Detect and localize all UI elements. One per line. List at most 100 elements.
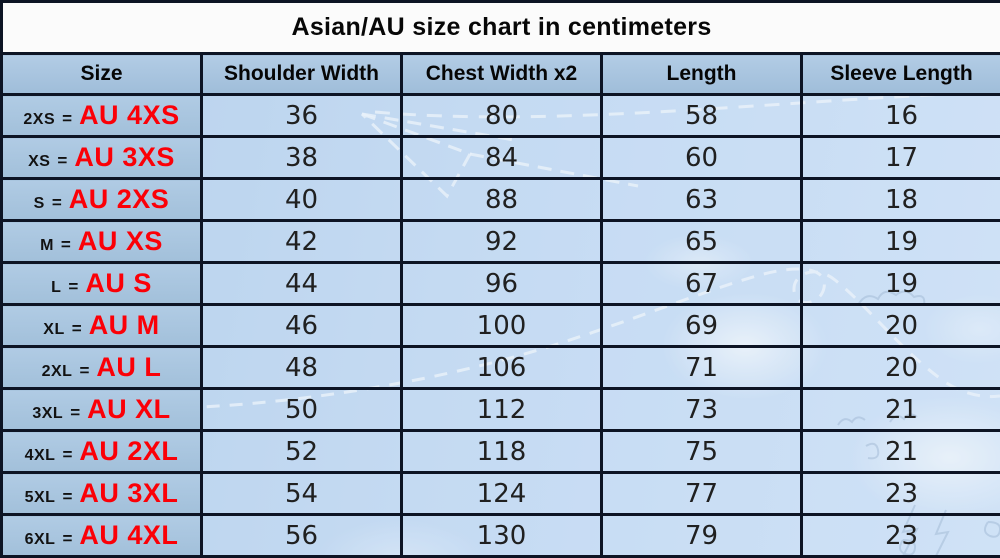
sleeve-length-value: 21: [799, 387, 1000, 432]
table-row: M = AU XS 42 92 65 19: [0, 219, 1000, 264]
equals-sign: =: [79, 361, 90, 380]
length-value: 63: [600, 177, 803, 222]
asian-size-label: L: [51, 279, 62, 296]
size-cell: 2XL = AU L: [0, 345, 203, 390]
sleeve-length-value: 18: [799, 177, 1000, 222]
au-size-label: AU M: [88, 310, 160, 340]
chart-title: Asian/AU size chart in centimeters: [0, 0, 1000, 55]
equals-sign: =: [71, 319, 82, 338]
shoulder-width-value: 42: [200, 219, 403, 264]
size-cell: 5XL = AU 3XL: [0, 471, 203, 516]
length-value: 71: [600, 345, 803, 390]
chest-width-value: 88: [400, 177, 603, 222]
shoulder-width-value: 38: [200, 135, 403, 180]
size-label-group: 2XL = AU L: [5, 352, 199, 383]
asian-size-label: 2XS: [23, 111, 56, 128]
table-row: 2XS = AU 4XS 36 80 58 16: [0, 93, 1000, 138]
au-size-label: AU 3XL: [79, 478, 179, 508]
equals-sign: =: [60, 235, 71, 254]
au-size-label: AU 3XS: [74, 142, 175, 172]
asian-size-label: 6XL: [24, 531, 56, 548]
sleeve-length-value: 19: [799, 261, 1000, 306]
length-value: 58: [600, 93, 803, 138]
shoulder-width-value: 56: [200, 513, 403, 558]
asian-size-label: XL: [43, 321, 65, 338]
length-value: 60: [600, 135, 803, 180]
size-label-group: 4XL = AU 2XL: [5, 436, 199, 467]
shoulder-width-value: 36: [200, 93, 403, 138]
equals-sign: =: [51, 193, 62, 212]
sleeve-length-value: 20: [799, 345, 1000, 390]
size-cell: S = AU 2XS: [0, 177, 203, 222]
au-size-label: AU XL: [87, 394, 171, 424]
asian-size-label: 3XL: [32, 405, 64, 422]
au-size-label: AU L: [96, 352, 162, 382]
title-row: Asian/AU size chart in centimeters: [0, 0, 1000, 55]
chest-width-value: 124: [400, 471, 603, 516]
length-value: 75: [600, 429, 803, 474]
size-label-group: XS = AU 3XS: [5, 142, 199, 173]
sleeve-length-value: 21: [799, 429, 1000, 474]
shoulder-width-value: 40: [200, 177, 403, 222]
asian-size-label: XS: [28, 153, 51, 170]
chest-width-value: 112: [400, 387, 603, 432]
au-size-label: AU XS: [77, 226, 163, 256]
equals-sign: =: [62, 487, 73, 506]
size-label-group: 6XL = AU 4XL: [5, 520, 199, 551]
au-size-label: AU 4XS: [79, 100, 180, 130]
size-label-group: 5XL = AU 3XL: [5, 478, 199, 509]
equals-sign: =: [70, 403, 81, 422]
equals-sign: =: [57, 151, 68, 170]
size-cell: 4XL = AU 2XL: [0, 429, 203, 474]
chest-width-value: 100: [400, 303, 603, 348]
chest-width-value: 118: [400, 429, 603, 474]
equals-sign: =: [62, 529, 73, 548]
equals-sign: =: [62, 445, 73, 464]
table-row: 4XL = AU 2XL 52 118 75 21: [0, 429, 1000, 474]
col-header-length: Length: [600, 52, 803, 96]
chest-width-value: 130: [400, 513, 603, 558]
asian-size-label: M: [40, 237, 54, 254]
equals-sign: =: [68, 277, 79, 296]
au-size-label: AU 2XL: [79, 436, 179, 466]
table-row: 2XL = AU L 48 106 71 20: [0, 345, 1000, 390]
table-row: L = AU S 44 96 67 19: [0, 261, 1000, 306]
table-row: XS = AU 3XS 38 84 60 17: [0, 135, 1000, 180]
length-value: 67: [600, 261, 803, 306]
length-value: 73: [600, 387, 803, 432]
sleeve-length-value: 20: [799, 303, 1000, 348]
sleeve-length-value: 23: [799, 471, 1000, 516]
sleeve-length-value: 16: [799, 93, 1000, 138]
size-cell: L = AU S: [0, 261, 203, 306]
shoulder-width-value: 44: [200, 261, 403, 306]
size-label-group: L = AU S: [5, 268, 199, 299]
equals-sign: =: [62, 109, 73, 128]
asian-size-label: S: [33, 195, 45, 212]
size-cell: 6XL = AU 4XL: [0, 513, 203, 558]
size-label-group: S = AU 2XS: [5, 184, 199, 215]
chest-width-value: 106: [400, 345, 603, 390]
length-value: 79: [600, 513, 803, 558]
chest-width-value: 96: [400, 261, 603, 306]
sleeve-length-value: 17: [799, 135, 1000, 180]
table-row: 5XL = AU 3XL 54 124 77 23: [0, 471, 1000, 516]
table-row: 3XL = AU XL 50 112 73 21: [0, 387, 1000, 432]
chest-width-value: 92: [400, 219, 603, 264]
au-size-label: AU 4XL: [79, 520, 179, 550]
asian-size-label: 4XL: [24, 447, 56, 464]
table-body: 2XS = AU 4XS 36 80 58 16 XS = AU 3XS 38 …: [0, 93, 1000, 558]
table-row: 6XL = AU 4XL 56 130 79 23: [0, 513, 1000, 558]
size-cell: XL = AU M: [0, 303, 203, 348]
table-row: XL = AU M 46 100 69 20: [0, 303, 1000, 348]
size-cell: M = AU XS: [0, 219, 203, 264]
col-header-shoulder-width: Shoulder Width: [200, 52, 403, 96]
col-header-sleeve-length: Sleeve Length: [799, 52, 1000, 96]
length-value: 65: [600, 219, 803, 264]
col-header-size: Size: [0, 52, 203, 96]
sleeve-length-value: 19: [799, 219, 1000, 264]
au-size-label: AU 2XS: [68, 184, 170, 214]
col-header-chest-width: Chest Width x2: [400, 52, 603, 96]
shoulder-width-value: 52: [200, 429, 403, 474]
